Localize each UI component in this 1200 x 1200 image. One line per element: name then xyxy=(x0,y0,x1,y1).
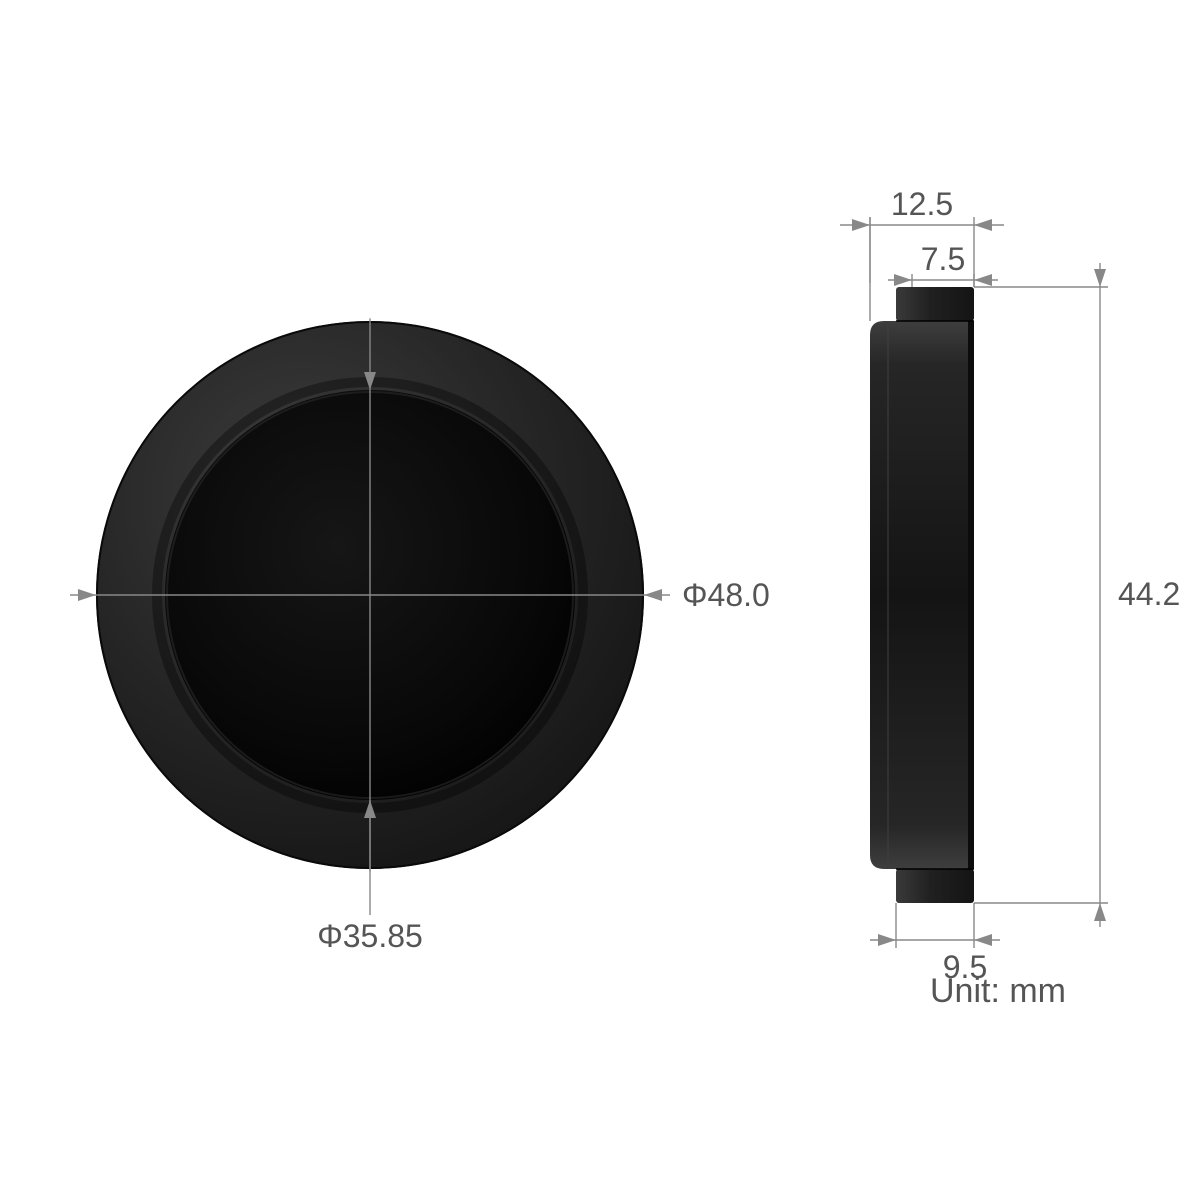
label-face-width: 7.5 xyxy=(921,241,965,277)
label-total-width: 12.5 xyxy=(891,186,953,222)
label-height: 44.2 xyxy=(1118,576,1180,612)
side-view: 12.57.59.544.2 xyxy=(840,186,1180,985)
unit-label: Unit: mm xyxy=(930,972,1066,1010)
side-body xyxy=(870,321,974,869)
side-step-bottom xyxy=(896,869,974,903)
side-step-top xyxy=(896,287,974,321)
label-outer-diameter: Φ48.0 xyxy=(682,577,770,613)
label-inner-diameter: Φ35.85 xyxy=(317,918,423,954)
front-view: Φ48.0 Φ35.85 xyxy=(70,318,770,954)
technical-drawing: Φ48.0Φ35.85 12.57.59.544.2 Unit: mm xyxy=(0,0,1200,1200)
